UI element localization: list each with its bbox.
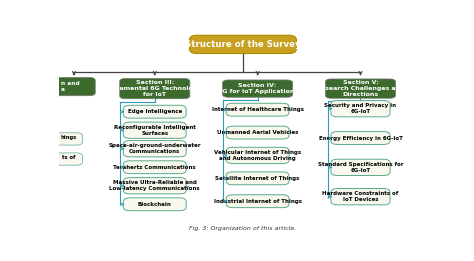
Text: Reconfigurable Intelligent
Surfaces: Reconfigurable Intelligent Surfaces <box>114 125 196 135</box>
Text: Standard Specifications for
6G-IoT: Standard Specifications for 6G-IoT <box>318 162 403 173</box>
FancyBboxPatch shape <box>331 132 390 144</box>
FancyBboxPatch shape <box>123 122 186 138</box>
Text: Fig. 3: Organization of this article.: Fig. 3: Organization of this article. <box>189 226 297 231</box>
FancyBboxPatch shape <box>55 133 82 145</box>
Text: ts of: ts of <box>62 156 75 161</box>
Text: Section V:
Research Challenges and
Directions: Section V: Research Challenges and Direc… <box>316 80 405 97</box>
FancyBboxPatch shape <box>331 100 390 117</box>
Text: Unmanned Aerial Vehicles: Unmanned Aerial Vehicles <box>217 130 298 135</box>
Text: Hardware Constraints of
IoT Devices: Hardware Constraints of IoT Devices <box>322 191 399 202</box>
FancyBboxPatch shape <box>226 172 289 185</box>
Text: Internet of Healthcare Things: Internet of Healthcare Things <box>211 107 304 112</box>
FancyBboxPatch shape <box>222 80 293 97</box>
FancyBboxPatch shape <box>226 126 289 139</box>
FancyBboxPatch shape <box>226 195 289 208</box>
Text: Edge Intelligence: Edge Intelligence <box>128 109 182 114</box>
Text: Space-air-ground-underwater
Communications: Space-air-ground-underwater Communicatio… <box>109 144 201 154</box>
FancyBboxPatch shape <box>331 159 390 175</box>
Text: Section III:
Fundamental 6G Technologies
for IoT: Section III: Fundamental 6G Technologies… <box>102 80 208 97</box>
Text: Terahertz Communications: Terahertz Communications <box>113 165 196 170</box>
FancyBboxPatch shape <box>190 35 296 54</box>
Text: Massive Ultra-Reliable and
Low-latency Communications: Massive Ultra-Reliable and Low-latency C… <box>109 180 200 191</box>
FancyBboxPatch shape <box>226 147 289 164</box>
Text: Industrial Internet of Things: Industrial Internet of Things <box>214 199 301 204</box>
Text: Satellite Internet of Things: Satellite Internet of Things <box>215 176 300 181</box>
FancyBboxPatch shape <box>331 188 390 205</box>
FancyBboxPatch shape <box>119 79 190 99</box>
FancyBboxPatch shape <box>55 153 82 165</box>
FancyBboxPatch shape <box>325 79 396 98</box>
Text: Security and Privacy in
6G-IoT: Security and Privacy in 6G-IoT <box>325 103 396 114</box>
Text: Vehicular Internet of Things
and Autonomous Driving: Vehicular Internet of Things and Autonom… <box>214 150 301 161</box>
Text: n and: n and <box>61 81 80 86</box>
Text: Structure of the Survey: Structure of the Survey <box>185 40 301 49</box>
FancyBboxPatch shape <box>123 105 186 118</box>
Text: Energy Efficiency in 6G-IoT: Energy Efficiency in 6G-IoT <box>319 135 402 140</box>
Text: Section IV:
6G for IoT Applications: Section IV: 6G for IoT Applications <box>218 83 298 94</box>
FancyBboxPatch shape <box>47 78 95 96</box>
FancyBboxPatch shape <box>123 177 186 194</box>
Text: hings: hings <box>60 135 77 140</box>
FancyBboxPatch shape <box>123 141 186 157</box>
Text: a: a <box>61 87 65 92</box>
FancyBboxPatch shape <box>123 198 186 211</box>
FancyBboxPatch shape <box>123 161 186 174</box>
FancyBboxPatch shape <box>226 103 289 116</box>
Text: Blockchain: Blockchain <box>138 202 172 207</box>
